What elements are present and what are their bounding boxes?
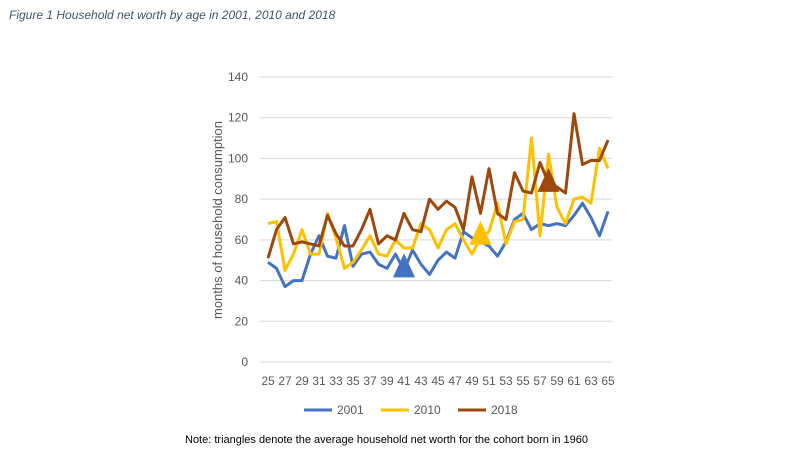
x-tick-label: 45	[431, 374, 445, 388]
x-tick-label: 25	[261, 374, 275, 388]
x-tick-label: 27	[278, 374, 292, 388]
series-line-2010	[267, 136, 610, 272]
series-line-2001	[267, 201, 610, 289]
y-tick-label: 120	[228, 111, 248, 125]
y-tick-label: 20	[235, 314, 249, 328]
x-tick-label: 33	[329, 374, 343, 388]
y-tick-label: 140	[228, 70, 248, 84]
x-tick-label: 41	[397, 374, 411, 388]
y-axis-label: months of household consumption	[210, 121, 225, 319]
x-tick-label: 29	[295, 374, 309, 388]
x-tick-label: 55	[516, 374, 530, 388]
x-tick-label: 47	[448, 374, 462, 388]
y-tick-label: 60	[235, 233, 249, 247]
x-tick-label: 39	[380, 374, 394, 388]
y-tick-label: 0	[241, 355, 248, 369]
legend-label: 2010	[414, 403, 441, 417]
x-tick-label: 61	[567, 374, 581, 388]
x-tick-label: 35	[346, 374, 360, 388]
legend-label: 2018	[491, 403, 518, 417]
x-tick-label: 51	[482, 374, 496, 388]
chart-note: Note: triangles denote the average house…	[185, 434, 588, 446]
y-tick-label: 100	[228, 151, 248, 165]
x-tick-label: 57	[533, 374, 547, 388]
cohort-triangle-marker-2018	[537, 167, 560, 192]
x-tick-label: 59	[550, 374, 564, 388]
legend-label: 2001	[337, 403, 364, 417]
y-tick-label: 40	[235, 274, 249, 288]
x-tick-label: 37	[363, 374, 377, 388]
figure-title: Figure 1 Household net worth by age in 2…	[9, 8, 336, 22]
x-tick-label: 49	[465, 374, 479, 388]
y-tick-label: 80	[235, 192, 249, 206]
x-tick-label: 63	[584, 374, 598, 388]
x-tick-label: 43	[414, 374, 428, 388]
cohort-triangle-marker-2001	[393, 253, 415, 278]
x-tick-label: 65	[601, 374, 615, 388]
x-tick-label: 53	[499, 374, 513, 388]
x-tick-label: 31	[312, 374, 326, 388]
cohort-triangle-marker-2010	[469, 220, 492, 245]
